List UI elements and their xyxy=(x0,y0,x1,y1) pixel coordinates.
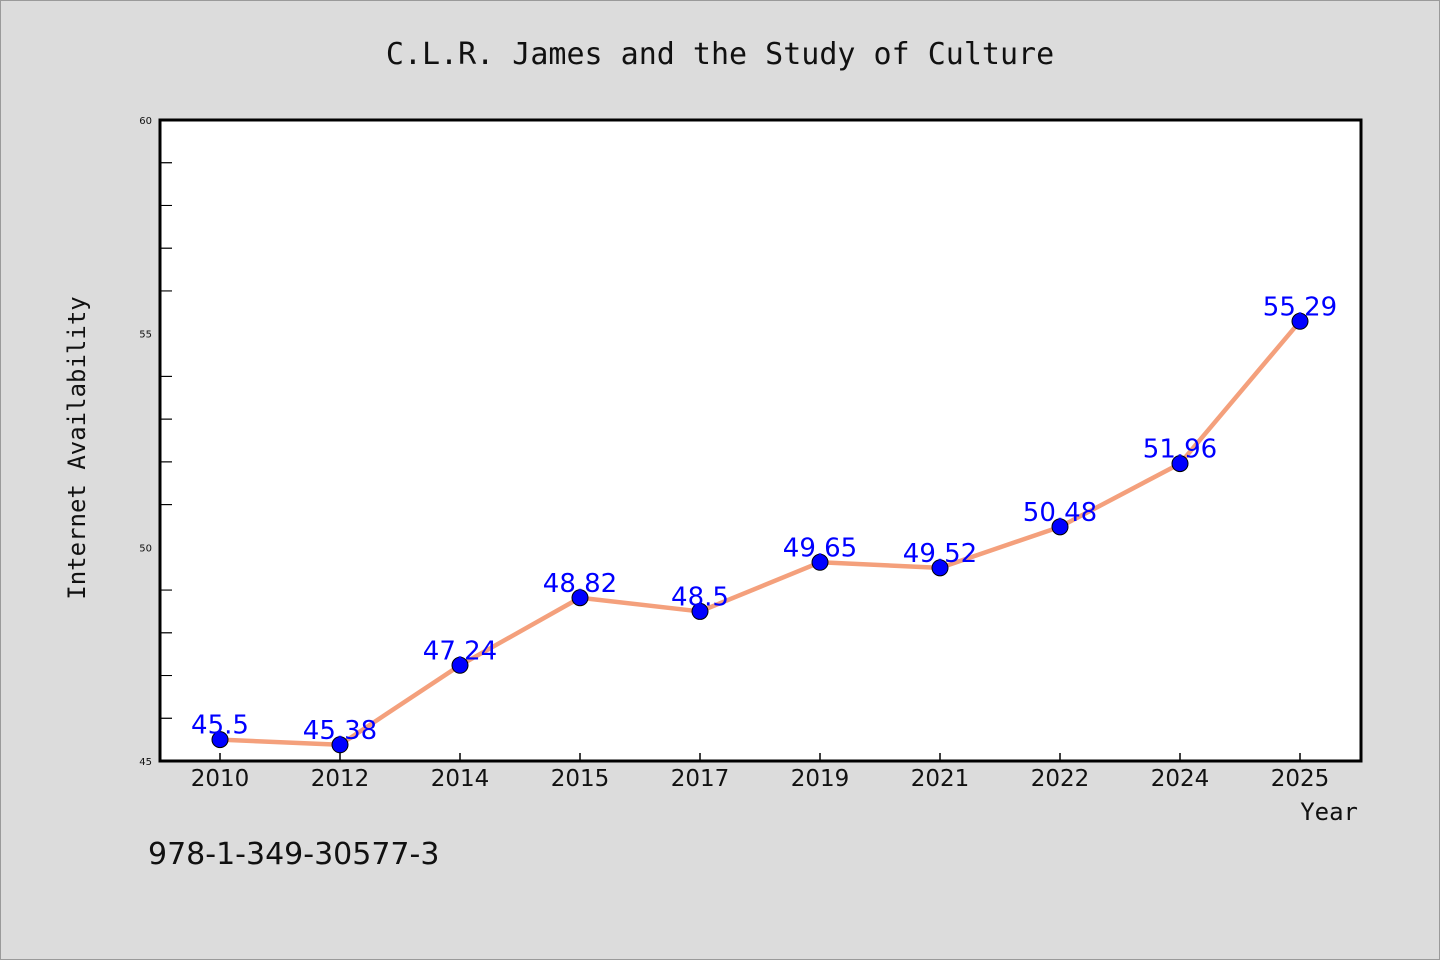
data-label: 51.96 xyxy=(1143,435,1217,465)
x-axis-label: Year xyxy=(1300,798,1358,826)
y-axis-label: Internet Availability xyxy=(63,296,91,599)
y-axis: 45 50 55 60 xyxy=(139,116,172,768)
data-point xyxy=(691,602,709,620)
x-tick-label: 2014 xyxy=(431,766,490,792)
data-label: 45.38 xyxy=(303,716,377,746)
isbn-footnote: 978-1-349-30577-3 xyxy=(148,837,439,872)
data-point xyxy=(1291,312,1309,330)
data-label: 48.5 xyxy=(671,582,729,612)
x-tick-label: 2010 xyxy=(191,766,250,792)
data-point xyxy=(811,553,829,571)
x-tick-label: 2012 xyxy=(311,766,370,792)
series-layer xyxy=(211,312,1309,754)
data-point xyxy=(1171,455,1189,473)
plot-area xyxy=(158,118,1363,763)
data-label: 45.5 xyxy=(191,711,249,741)
x-tick-label: 2019 xyxy=(791,766,850,792)
data-label: 50.48 xyxy=(1023,498,1097,528)
y-tick-label: 50 xyxy=(139,543,152,554)
data-point xyxy=(571,589,589,607)
data-label: 47.24 xyxy=(423,636,497,666)
data-point xyxy=(331,736,349,754)
series-line xyxy=(217,319,1303,748)
y-tick-label: 55 xyxy=(139,330,152,341)
x-tick-label: 2021 xyxy=(911,766,970,792)
data-label: 48.82 xyxy=(543,569,617,599)
y-tick-label: 45 xyxy=(139,757,152,768)
x-tick-label: 2025 xyxy=(1271,766,1330,792)
data-label: 49.65 xyxy=(783,533,857,563)
data-point xyxy=(931,559,949,577)
x-axis: 2010 2012 2014 2015 2017 2019 2021 2022 2024 2025 xyxy=(191,753,1330,792)
data-labels: 45.5 45.38 47.24 48.82 48.5 49.65 49.52 50.48 51… xyxy=(191,292,1337,745)
y-tick-label: 60 xyxy=(139,116,152,127)
data-point xyxy=(451,656,469,674)
data-point xyxy=(211,731,229,749)
x-tick-label: 2024 xyxy=(1151,766,1210,792)
x-tick-label: 2017 xyxy=(671,766,730,792)
chart-title: C.L.R. James and the Study of Culture xyxy=(386,37,1054,72)
data-point xyxy=(1051,518,1069,536)
x-tick-label: 2015 xyxy=(551,766,610,792)
data-label: 55.29 xyxy=(1263,292,1337,322)
x-tick-label: 2022 xyxy=(1031,766,1090,792)
data-label: 49.52 xyxy=(903,539,977,569)
